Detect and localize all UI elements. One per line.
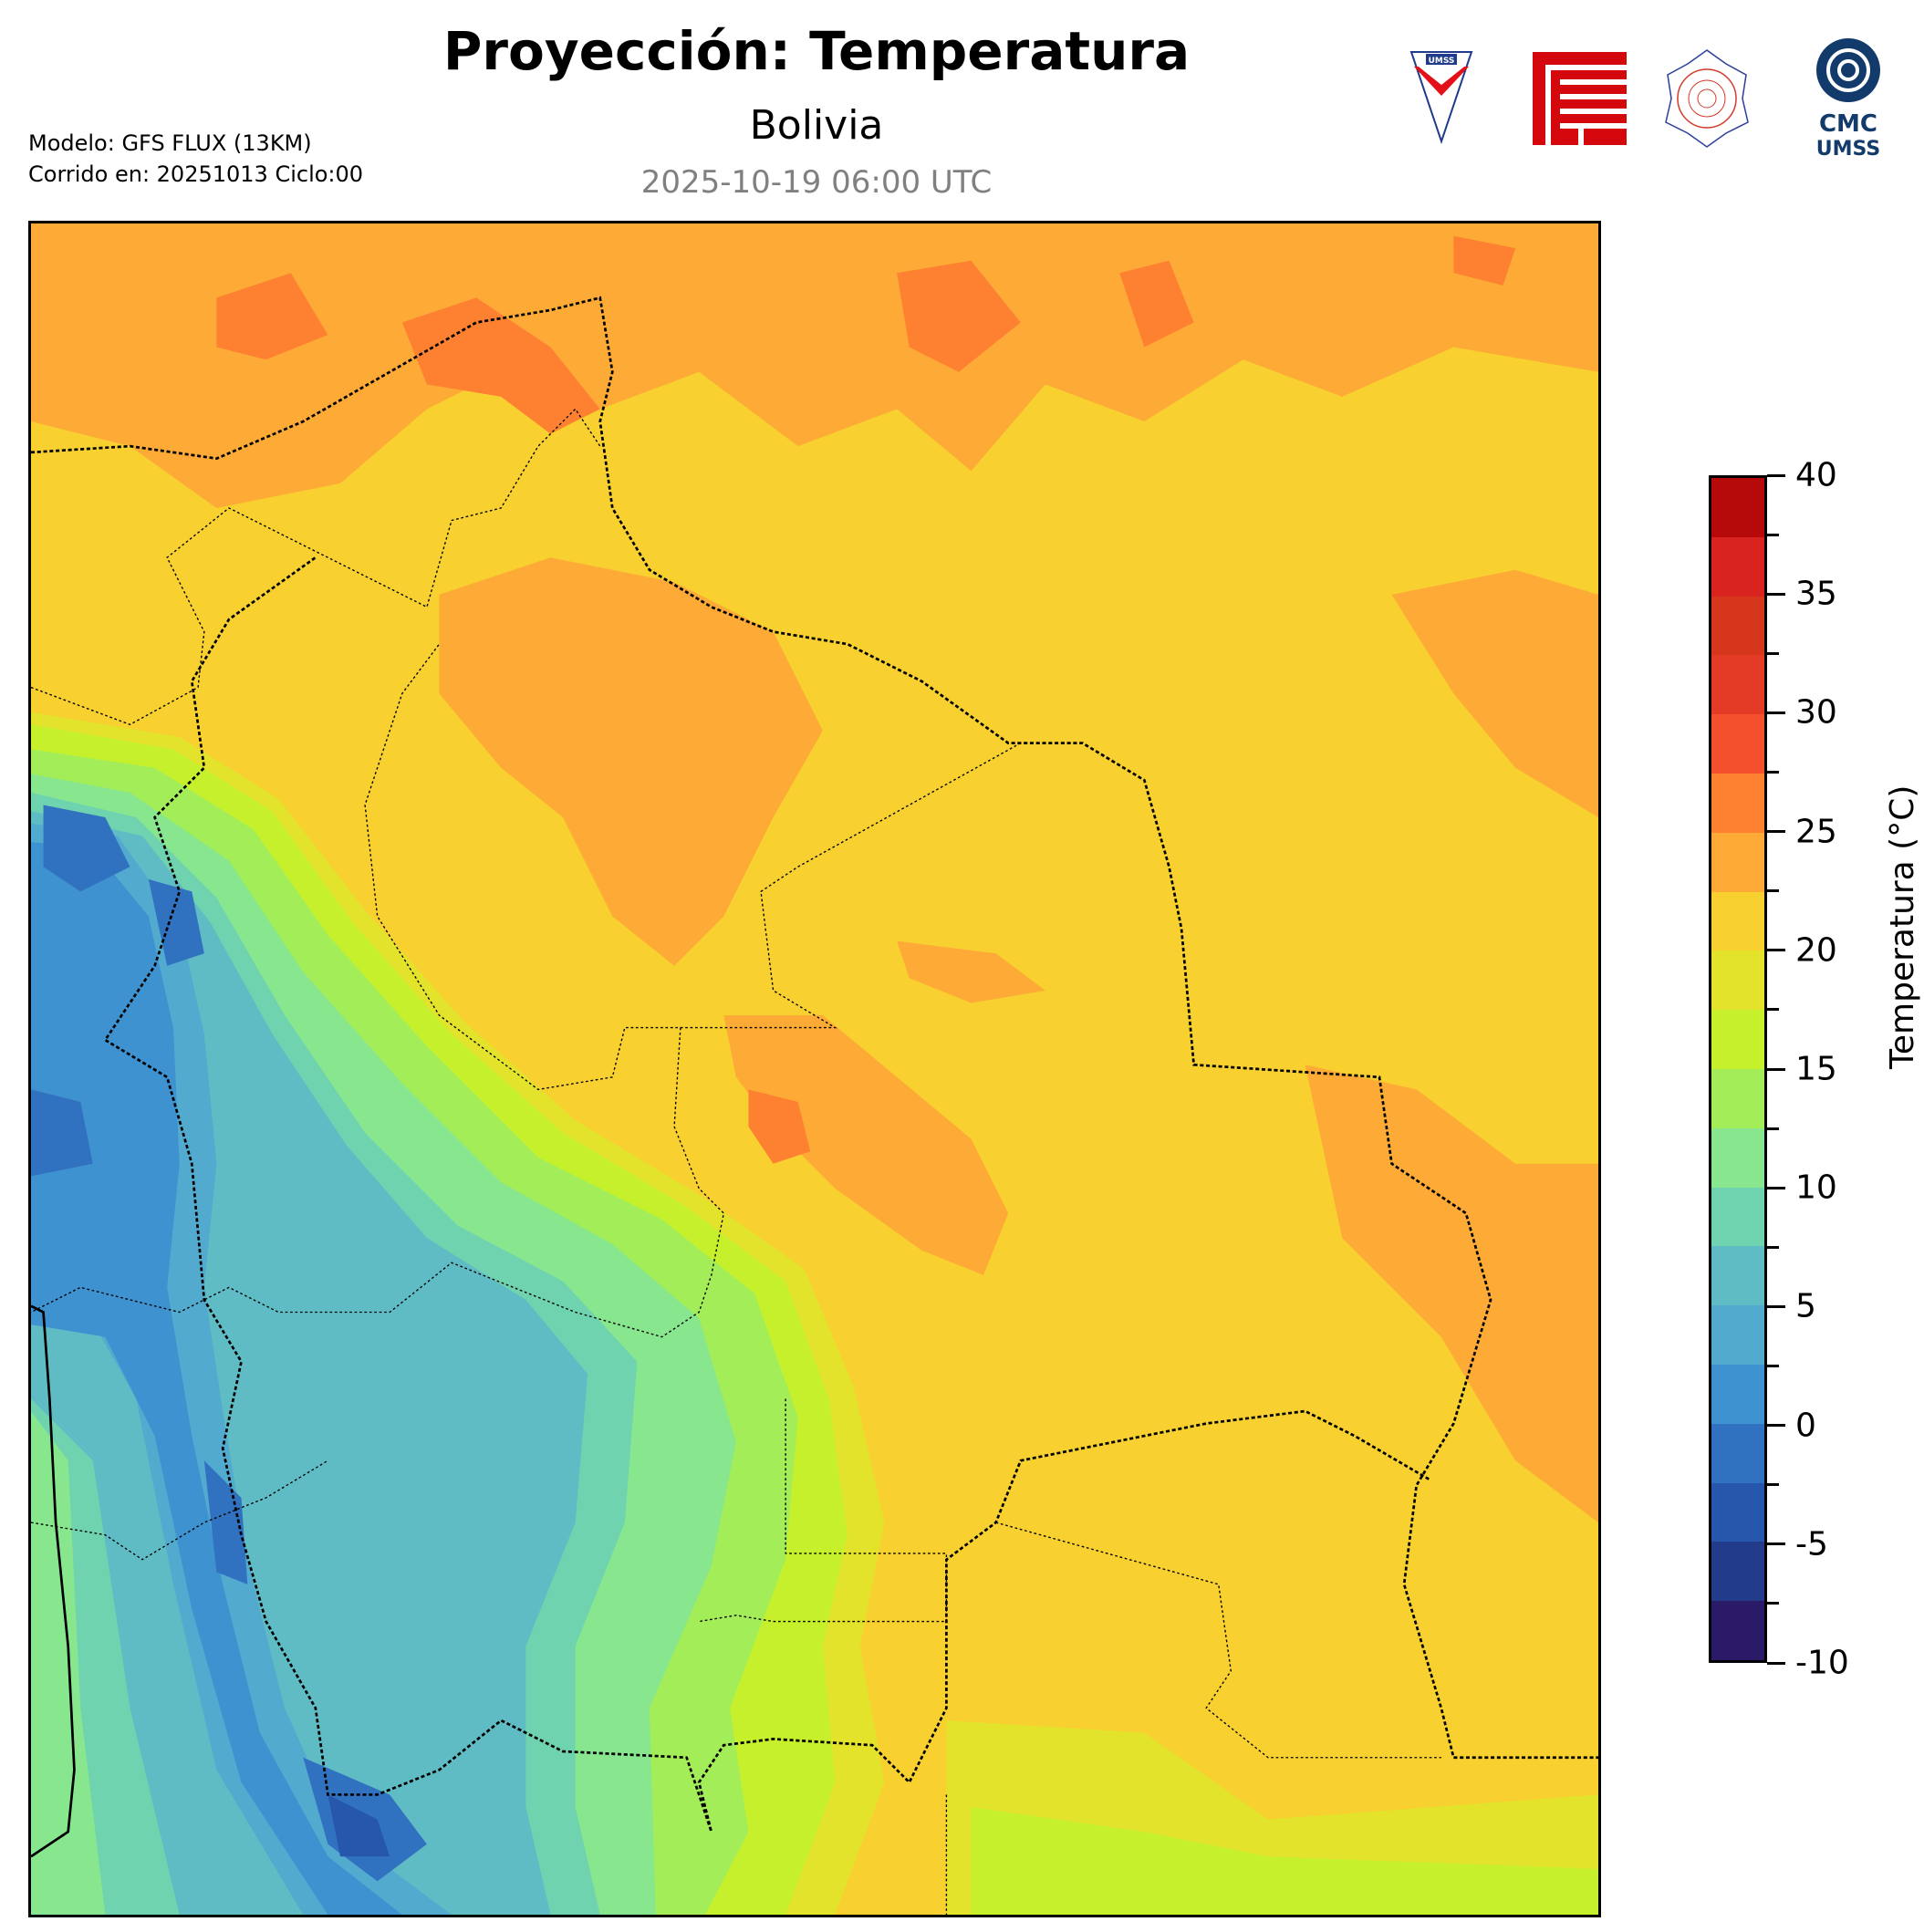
colorbar-minor-tick (1767, 1245, 1779, 1249)
colorbar-minor-tick (1767, 889, 1779, 893)
colorbar-segment (1711, 714, 1764, 774)
colorbar-segment (1711, 1246, 1764, 1306)
band-south-green (971, 1807, 1598, 1915)
colorbar-tick-label: -5 (1795, 1525, 1828, 1563)
colorbar-tick-label: 40 (1795, 456, 1837, 494)
colorbar-minor-tick (1767, 1602, 1779, 1605)
departamento-de-fisica-seal (1665, 49, 1749, 148)
cold-spot-min (328, 1794, 390, 1857)
colorbar-label: Temperatura (°C) (1884, 784, 1921, 1069)
colorbar-segment (1711, 1068, 1764, 1128)
colorbar-tick-label: 15 (1795, 1050, 1837, 1088)
colorbar-major-tick (1767, 1186, 1785, 1189)
warm-areas (31, 223, 1598, 1523)
hot-spots (216, 235, 1516, 1164)
colorbar-minor-tick (1767, 651, 1779, 655)
colorbar-major-tick (1767, 1067, 1785, 1071)
colorbar-minor-tick (1767, 1483, 1779, 1487)
colorbar-major-tick (1767, 592, 1785, 596)
svg-text:UMSS: UMSS (1429, 57, 1455, 66)
colorbar-segment (1711, 773, 1764, 833)
colorbar-major-tick (1767, 830, 1785, 834)
colorbar-segment (1711, 596, 1764, 656)
colorbar-segment (1711, 1482, 1764, 1542)
model-line: Modelo: GFS FLUX (13KM) (28, 130, 312, 156)
model-info: Modelo: GFS FLUX (13KM) Corrido en: 2025… (28, 128, 363, 190)
colorbar-major-tick (1767, 949, 1785, 952)
colorbar-minor-tick (1767, 1365, 1779, 1367)
run-line: Corrido en: 20251013 Ciclo:00 (28, 161, 364, 187)
colorbar-tick-label: 20 (1795, 931, 1837, 970)
colorbar-segment (1711, 1423, 1764, 1483)
colorbar-segment (1711, 1364, 1764, 1424)
colorbar-major-tick (1767, 711, 1785, 714)
chart-title: Proyección: Temperatura (442, 20, 1191, 82)
colorbar (1709, 475, 1767, 1663)
colorbar-tick-label: 35 (1795, 575, 1837, 613)
colorbar-major-tick (1767, 473, 1785, 477)
colorbar-major-tick (1767, 1542, 1785, 1546)
colorbar-segment (1711, 950, 1764, 1011)
colorbar-segment (1711, 1187, 1764, 1247)
cmc-umss-logo: CMC UMSS (1816, 38, 1880, 160)
colorbar-tick-label: 0 (1795, 1407, 1816, 1445)
temperature-field (31, 223, 1598, 1915)
colorbar-segment (1711, 1542, 1764, 1602)
colorbar-major-tick (1767, 1424, 1785, 1428)
colorbar-minor-tick (1767, 771, 1779, 774)
colorbar-tick-label: 10 (1795, 1169, 1837, 1207)
colorbar-minor-tick (1767, 1127, 1779, 1130)
colorbar-major-tick (1767, 1661, 1785, 1665)
svg-text:CMC: CMC (1819, 110, 1877, 138)
colorbar-tick-label: 25 (1795, 813, 1837, 851)
band-0 (31, 842, 402, 1915)
colorbar-segment (1711, 655, 1764, 715)
colorbar-minor-tick (1767, 1008, 1779, 1012)
colorbar-major-tick (1767, 1304, 1785, 1308)
temperature-map (28, 221, 1601, 1917)
svg-text:UMSS: UMSS (1816, 138, 1880, 160)
colorbar-segment (1711, 1305, 1764, 1365)
fcyt-logo (1533, 52, 1627, 145)
colorbar-segment (1711, 478, 1764, 537)
colorbar-segment (1711, 1010, 1764, 1069)
colorbar-tick-label: 30 (1795, 693, 1837, 732)
colorbar-segment (1711, 536, 1764, 597)
colorbar-tick-label: -10 (1795, 1644, 1849, 1682)
colorbar-segment (1711, 832, 1764, 892)
cold-spots (31, 805, 427, 1882)
region-subtitle: Bolivia (749, 102, 884, 149)
colorbar-tick-label: 5 (1795, 1287, 1816, 1325)
colorbar-segment (1711, 1601, 1764, 1660)
colorbar-segment (1711, 1127, 1764, 1188)
colorbar-minor-tick (1767, 533, 1779, 536)
colorbar-segment (1711, 891, 1764, 951)
umss-shield-logo: UMSS (1409, 51, 1473, 145)
valid-time: 2025-10-19 06:00 UTC (640, 164, 993, 201)
borders (31, 296, 1598, 1915)
